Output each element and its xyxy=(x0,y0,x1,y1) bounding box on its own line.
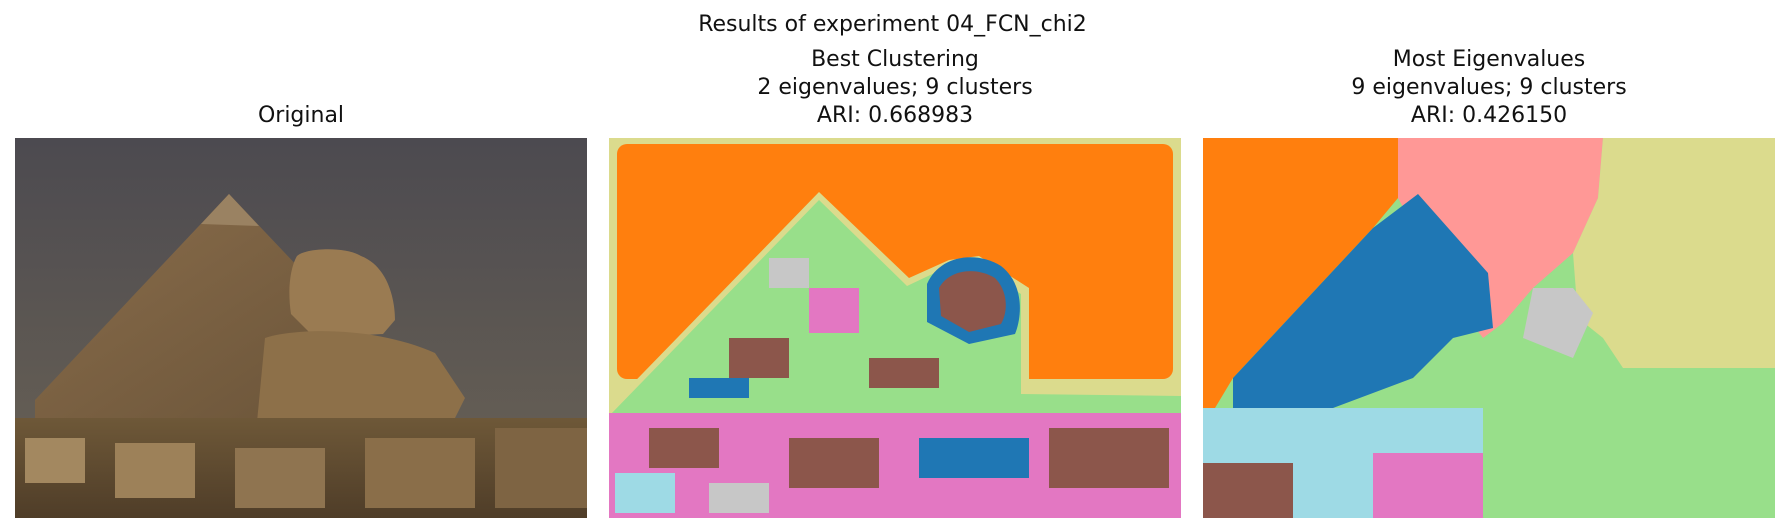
panel-title-best-line3: ARI: 0.668983 xyxy=(816,103,974,128)
cluster-ground-blue-1 xyxy=(919,438,1029,478)
rubble-3 xyxy=(235,448,325,508)
cluster-gray xyxy=(1523,288,1593,358)
most-eigenvalues-map xyxy=(1203,138,1775,518)
cluster-ground-cyan xyxy=(615,473,675,513)
panel-title-most-line3: ARI: 0.426150 xyxy=(1410,103,1568,128)
panel-title-best-line1: Best Clustering xyxy=(811,47,979,72)
cluster-ground-gray xyxy=(709,483,769,513)
panel-most-eigenvalues: Most Eigenvalues 9 eigenvalues; 9 cluste… xyxy=(1203,0,1775,532)
cluster-ground-brown-3 xyxy=(1049,428,1169,488)
rubble-4 xyxy=(365,438,475,508)
best-clustering-map xyxy=(609,138,1181,518)
figure-suptitle: Results of experiment 04_FCN_chi2 xyxy=(698,12,1087,37)
panel-title-best-line2: 2 eigenvalues; 9 clusters xyxy=(757,75,1033,100)
cluster-sphinx-inner xyxy=(939,271,1006,332)
cluster-pyr-gray xyxy=(769,258,809,288)
cluster-pyr-brown-1 xyxy=(729,338,789,378)
cluster-ground-brown-2 xyxy=(789,438,879,488)
cluster-pyramid-blue xyxy=(1233,194,1493,408)
cluster-pyr-pink xyxy=(809,288,859,333)
cluster-ground-brown-1 xyxy=(649,428,719,468)
cluster-bottom-brown xyxy=(1203,463,1293,518)
sphinx-head xyxy=(289,249,395,338)
panel-title-most-line1: Most Eigenvalues xyxy=(1392,47,1586,72)
pyramid-cap xyxy=(201,194,259,226)
cluster-pyr-blue xyxy=(689,378,749,398)
panel-best-clustering: Best Clustering 2 eigenvalues; 9 cluster… xyxy=(609,0,1181,532)
rubble-1 xyxy=(25,438,85,483)
panel-original: Original xyxy=(15,0,587,532)
sphinx-body xyxy=(255,331,465,443)
cluster-right-yellow xyxy=(1573,138,1775,368)
panel-title-original: Original xyxy=(257,103,345,128)
rubble-2 xyxy=(115,443,195,498)
panel-title-most-line2: 9 eigenvalues; 9 clusters xyxy=(1351,75,1627,100)
cluster-pyr-brown-2 xyxy=(869,358,939,388)
cluster-green-low xyxy=(1483,383,1775,518)
cluster-left-orange xyxy=(1203,138,1398,428)
rubble-5 xyxy=(495,428,587,508)
original-photo xyxy=(15,138,587,518)
